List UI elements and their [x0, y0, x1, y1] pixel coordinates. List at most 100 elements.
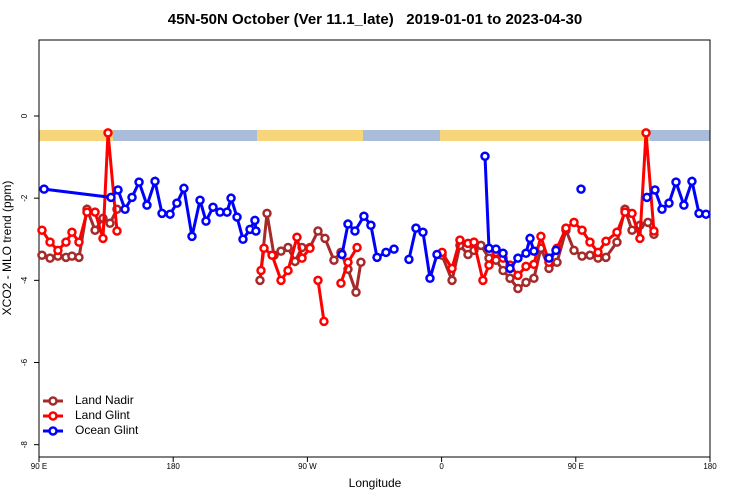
- data-point: [664, 198, 674, 208]
- data-point: [105, 218, 115, 228]
- data-point: [505, 273, 515, 284]
- data-point: [643, 217, 653, 228]
- data-point: [484, 260, 494, 270]
- data-point: [61, 237, 71, 247]
- data-point: [585, 250, 595, 261]
- legend-label: Land Nadir: [75, 393, 134, 407]
- data-point: [329, 255, 339, 265]
- data-point: [276, 275, 286, 286]
- data-point: [469, 237, 479, 247]
- data-point: [103, 128, 113, 138]
- data-point: [226, 193, 236, 203]
- data-point: [593, 247, 603, 258]
- data-point: [251, 226, 261, 236]
- data-point: [305, 243, 315, 254]
- data-point: [359, 211, 369, 221]
- data-point: [352, 242, 362, 253]
- data-point: [256, 265, 266, 276]
- data-point: [521, 248, 531, 258]
- legend-marker: [48, 426, 58, 436]
- x-tick-label: 90 W: [298, 462, 317, 471]
- data-point: [195, 195, 205, 205]
- data-point: [45, 237, 55, 247]
- data-point: [259, 243, 269, 254]
- data-point: [463, 249, 473, 260]
- data-point: [90, 225, 100, 235]
- data-point: [67, 227, 77, 238]
- data-point: [505, 263, 515, 274]
- data-point: [425, 273, 435, 284]
- data-point: [657, 204, 667, 215]
- data-point: [179, 183, 189, 194]
- data-point: [701, 209, 711, 219]
- data-point: [551, 245, 561, 256]
- data-point: [90, 207, 100, 217]
- data-point: [577, 225, 587, 235]
- data-point: [150, 176, 160, 187]
- data-point: [544, 253, 554, 263]
- data-point: [283, 242, 293, 253]
- data-point: [418, 227, 428, 238]
- legend-label: Ocean Glint: [75, 423, 139, 437]
- data-point: [343, 257, 353, 268]
- data-point: [134, 177, 144, 187]
- data-point: [113, 185, 123, 195]
- data-point: [53, 245, 63, 256]
- data-point: [650, 185, 660, 195]
- data-point: [292, 232, 302, 242]
- data-point: [404, 254, 414, 265]
- data-point: [561, 223, 571, 233]
- data-point: [635, 233, 645, 244]
- data-point: [585, 237, 595, 247]
- data-point: [476, 240, 486, 251]
- data-point: [447, 275, 457, 286]
- data-point: [127, 192, 137, 203]
- data-point: [529, 246, 539, 256]
- data-point: [319, 316, 329, 327]
- land-band: [257, 130, 363, 141]
- data-point: [297, 253, 307, 263]
- data-point: [350, 226, 360, 236]
- land-band: [39, 130, 113, 141]
- data-point: [513, 283, 523, 294]
- data-point: [255, 275, 265, 286]
- y-tick-label: -2: [20, 194, 29, 202]
- data-point: [313, 226, 323, 236]
- data-point: [432, 249, 442, 260]
- x-tick-label: 180: [167, 462, 181, 471]
- data-point: [411, 223, 421, 233]
- data-point: [687, 176, 697, 187]
- data-point: [513, 253, 523, 263]
- data-point: [480, 151, 490, 162]
- y-axis-label: XCO2 - MLO trend (ppm): [0, 181, 14, 316]
- data-point: [45, 253, 55, 263]
- y-tick-label: -4: [20, 276, 29, 284]
- data-point: [356, 257, 366, 268]
- y-tick-label: -6: [20, 358, 29, 366]
- legend-label: Land Glint: [75, 408, 130, 422]
- chart-title: 45N-50N October (Ver 11.1_late) 2019-01-…: [168, 11, 582, 28]
- data-point: [187, 231, 197, 242]
- y-tick-label: -8: [20, 441, 29, 449]
- x-tick-label: 0: [439, 462, 444, 471]
- data-point: [165, 209, 175, 219]
- data-point: [521, 277, 531, 288]
- data-point: [201, 216, 211, 226]
- data-point: [74, 237, 84, 247]
- data-point: [525, 233, 535, 244]
- data-point: [37, 225, 47, 235]
- y-tick-label: 0: [20, 113, 29, 118]
- data-point: [649, 226, 659, 236]
- data-point: [498, 248, 508, 258]
- data-point: [627, 225, 637, 235]
- data-point: [98, 233, 108, 244]
- data-point: [250, 215, 260, 226]
- data-point: [142, 200, 152, 210]
- data-point: [513, 270, 523, 281]
- data-point: [601, 252, 611, 263]
- data-point: [529, 259, 539, 270]
- data-point: [351, 287, 361, 298]
- x-axis-label: Longitude: [349, 476, 402, 490]
- data-point: [238, 234, 248, 245]
